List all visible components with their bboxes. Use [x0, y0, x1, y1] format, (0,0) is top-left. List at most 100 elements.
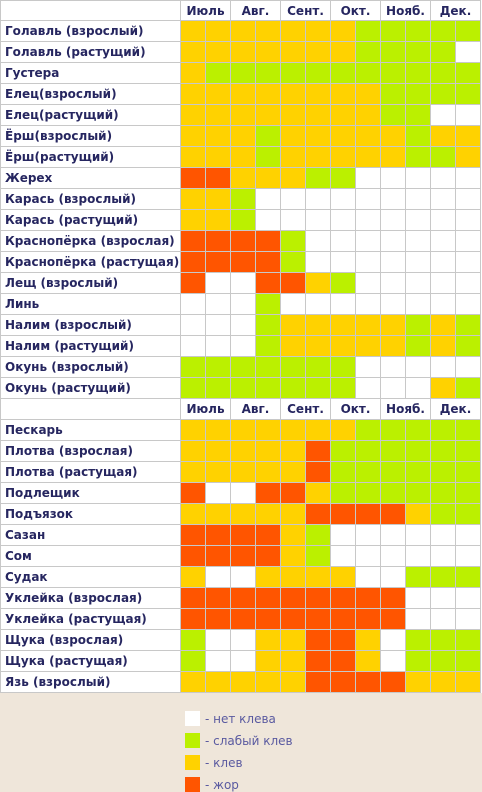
- cell: [356, 84, 381, 105]
- cell: [331, 210, 356, 231]
- row-label: Елец(растущий): [0, 105, 181, 126]
- cell: [281, 315, 306, 336]
- cell: [431, 252, 456, 273]
- cell: [306, 84, 331, 105]
- cell: [306, 315, 331, 336]
- cell: [356, 168, 381, 189]
- cell: [406, 441, 431, 462]
- cell: [256, 483, 281, 504]
- cell: [406, 588, 431, 609]
- row-label: Густера: [0, 63, 181, 84]
- cell: [381, 84, 406, 105]
- cell: [431, 630, 456, 651]
- cell: [356, 609, 381, 630]
- cell: [356, 441, 381, 462]
- cell: [231, 63, 256, 84]
- row-label: Краснопёрка (взрослая): [0, 231, 181, 252]
- cell: [181, 525, 206, 546]
- cell: [231, 588, 256, 609]
- cell: [181, 252, 206, 273]
- cell: [431, 42, 456, 63]
- cell: [206, 525, 231, 546]
- cell: [406, 378, 431, 399]
- cell: [431, 315, 456, 336]
- legend-area: [0, 693, 482, 792]
- cell: [281, 336, 306, 357]
- cell: [356, 189, 381, 210]
- cell: [256, 378, 281, 399]
- cell: [306, 168, 331, 189]
- cell: [331, 21, 356, 42]
- cell: [431, 546, 456, 567]
- cell: [356, 567, 381, 588]
- cell: [181, 504, 206, 525]
- cell: [356, 672, 381, 693]
- cell: [356, 42, 381, 63]
- cell: [356, 525, 381, 546]
- cell: [281, 420, 306, 441]
- cell: [181, 147, 206, 168]
- cell: [331, 231, 356, 252]
- cell: [206, 42, 231, 63]
- cell: [206, 273, 231, 294]
- cell: [256, 525, 281, 546]
- cell: [181, 462, 206, 483]
- cell: [256, 147, 281, 168]
- cell: [406, 252, 431, 273]
- cell: [381, 210, 406, 231]
- cell: [406, 63, 431, 84]
- cell: [256, 105, 281, 126]
- cell: [231, 357, 256, 378]
- cell: [331, 504, 356, 525]
- cell: [181, 378, 206, 399]
- cell: [456, 483, 481, 504]
- row-label: Линь: [0, 294, 181, 315]
- header-blank: [0, 399, 181, 420]
- month-label: Дек.: [431, 0, 481, 21]
- cell: [356, 147, 381, 168]
- cell: [331, 483, 356, 504]
- cell: [281, 252, 306, 273]
- month-label: Июль: [181, 0, 231, 21]
- cell: [406, 630, 431, 651]
- cell: [231, 420, 256, 441]
- cell: [331, 63, 356, 84]
- cell: [331, 294, 356, 315]
- cell: [356, 105, 381, 126]
- cell: [431, 378, 456, 399]
- cell: [356, 630, 381, 651]
- month-label: Сент.: [281, 399, 331, 420]
- cell: [256, 168, 281, 189]
- cell: [181, 441, 206, 462]
- cell: [331, 42, 356, 63]
- cell: [181, 483, 206, 504]
- row-label: Краснопёрка (растущая): [0, 252, 181, 273]
- cell: [256, 651, 281, 672]
- cell: [181, 168, 206, 189]
- cell: [281, 672, 306, 693]
- cell: [306, 525, 331, 546]
- cell: [181, 315, 206, 336]
- cell: [456, 336, 481, 357]
- cell: [206, 357, 231, 378]
- row-label: Уклейка (растущая): [0, 609, 181, 630]
- cell: [381, 147, 406, 168]
- row-label: Ёрш(растущий): [0, 147, 181, 168]
- cell: [406, 357, 431, 378]
- cell: [431, 567, 456, 588]
- cell: [456, 546, 481, 567]
- month-label: Нояб.: [381, 399, 431, 420]
- row-label: Уклейка (взрослая): [0, 588, 181, 609]
- cell: [456, 567, 481, 588]
- cell: [256, 63, 281, 84]
- cell: [406, 231, 431, 252]
- cell: [431, 105, 456, 126]
- cell: [281, 63, 306, 84]
- cell: [456, 420, 481, 441]
- cell: [206, 441, 231, 462]
- cell: [381, 294, 406, 315]
- cell: [181, 420, 206, 441]
- cell: [281, 147, 306, 168]
- cell: [206, 672, 231, 693]
